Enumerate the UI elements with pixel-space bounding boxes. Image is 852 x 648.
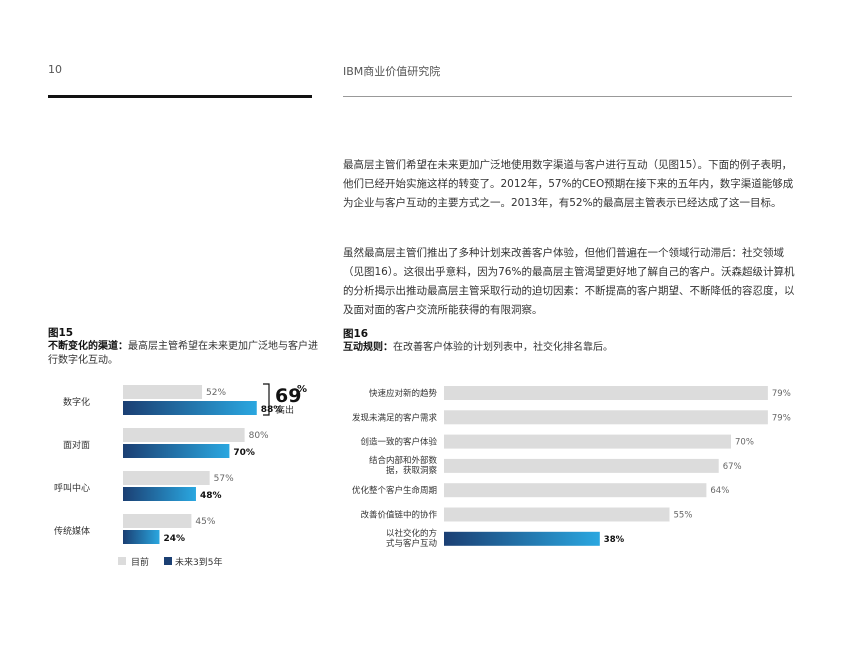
callout-value: 69 — [275, 385, 301, 407]
body-paragraph-1: 最高层主管们希望在未来更加广泛地使用数字渠道与客户进行互动（见图15）。下面的例… — [343, 159, 794, 209]
fig16-value-label: 79% — [772, 389, 791, 399]
right-rule — [343, 96, 792, 97]
callout-text: 高出 — [276, 404, 294, 416]
fig16-value-label: 70% — [735, 438, 754, 448]
fig16-bar — [444, 434, 731, 449]
fig16-category-label: 以社交化的方 — [386, 528, 437, 539]
fig16-bar — [444, 386, 768, 400]
fig15-category-label: 传统媒体 — [54, 525, 90, 537]
fig16-bar — [444, 458, 719, 473]
legend-label-current: 目前 — [131, 556, 149, 568]
fig15-value-current: 57% — [214, 474, 234, 484]
fig16-category-label: 优化整个客户生命周期 — [352, 485, 437, 496]
fig16-category-label: 创造一致的客户体验 — [360, 437, 437, 448]
fig15-bar-future — [123, 487, 196, 501]
fig15-bar-future — [123, 444, 230, 458]
fig15-bar-current — [123, 471, 210, 485]
fig15-value-future: 48% — [200, 491, 222, 501]
figure16-label: 图16 — [343, 328, 369, 340]
fig15-bar-current — [123, 385, 203, 399]
fig16-bar-highlight — [444, 531, 600, 546]
figure16-caption-text: 在改善客户体验的计划列表中，社交化排名靠后。 — [393, 342, 613, 353]
fig16-bar — [444, 483, 707, 498]
fig15-value-future: 24% — [163, 534, 185, 544]
fig16-category-label: 发现未满足的客户需求 — [352, 412, 438, 423]
legend-swatch-current — [118, 557, 126, 565]
fig15-category-label: 数字化 — [63, 396, 90, 408]
fig16-category-label: 改善价值链中的协作 — [360, 510, 437, 521]
figure16-caption-bold: 互动规则： — [343, 342, 393, 353]
fig16-value-label: 38% — [604, 535, 625, 545]
legend-label-future: 未来3到5年 — [175, 556, 222, 568]
fig15-value-current: 52% — [206, 388, 226, 398]
callout-bracket — [263, 383, 270, 416]
fig16-value-label: 55% — [674, 511, 693, 521]
fig15-bar-future — [123, 530, 160, 544]
figure15-caption-bold: 不断变化的渠道： — [48, 341, 128, 352]
fig16-value-label: 67% — [723, 462, 742, 472]
figure15-caption: 不断变化的渠道：最高层主管希望在未来更加广泛地与客户进行数字化互动。 — [48, 340, 318, 368]
fig16-bar — [444, 410, 768, 425]
fig15-category-label: 呼叫中心 — [54, 482, 90, 494]
fig16-category-label-line2: 据，获取洞察 — [386, 465, 438, 476]
legend-swatch-future — [164, 557, 172, 565]
fig15-bar-current — [123, 514, 192, 528]
fig15-value-future: 70% — [233, 448, 255, 458]
fig16-value-label: 64% — [710, 486, 729, 496]
fig15-bar-future — [123, 401, 257, 415]
fig15-value-future: 88% — [261, 405, 283, 415]
body-paragraph-2: 虽然最高层主管们推出了多种计划来改善客户体验，但他们普遍在一个领域行动滞后：社交… — [343, 247, 795, 316]
left-rule — [48, 95, 312, 98]
fig15-category-label: 面对面 — [63, 439, 90, 451]
fig16-value-label: 79% — [772, 413, 791, 423]
publisher-header: IBM商业价值研究院 — [343, 65, 441, 78]
callout-unit: % — [297, 384, 307, 395]
fig16-bar — [444, 507, 670, 522]
fig15-value-current: 80% — [249, 431, 269, 441]
fig15-value-current: 45% — [195, 517, 215, 527]
fig15-bar-current — [123, 428, 245, 442]
figure15-label: 图15 — [48, 327, 74, 339]
figure15-caption-text: 最高层主管希望在未来更加广泛地与客户进行数字化互动。 — [48, 341, 318, 366]
fig16-category-label-line2: 式与客户互动 — [386, 538, 438, 549]
figure16-caption: 互动规则：在改善客户体验的计划列表中，社交化排名靠后。 — [343, 341, 793, 355]
fig16-category-label: 结合内部和外部数 — [369, 455, 438, 466]
page-number: 10 — [48, 63, 62, 76]
fig16-category-label: 快速应对新的趋势 — [369, 388, 438, 399]
